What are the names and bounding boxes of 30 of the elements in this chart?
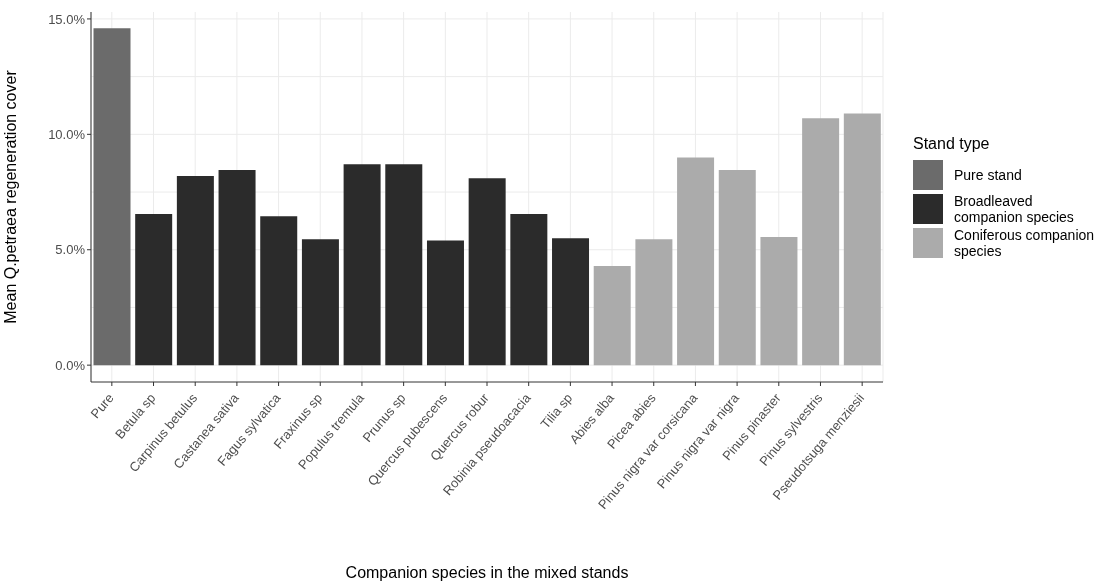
bar (218, 170, 256, 366)
x-axis-title: Companion species in the mixed stands (345, 564, 629, 581)
bar (301, 239, 339, 366)
bar (843, 113, 881, 366)
bar (593, 265, 631, 366)
x-tick-label: Tilia sp (537, 390, 576, 432)
bar (677, 157, 715, 366)
y-tick-label: 15.0% (48, 11, 86, 27)
bar (260, 216, 298, 366)
bar (426, 240, 464, 366)
y-tick-label: 0.0% (55, 357, 86, 373)
bar (802, 118, 840, 366)
bar (718, 170, 756, 366)
y-tick-label: 5.0% (55, 242, 86, 258)
bar (510, 213, 548, 366)
legend-title: Stand type (913, 135, 991, 153)
bar (176, 175, 214, 366)
bar (760, 237, 798, 366)
bar (385, 164, 423, 366)
y-axis-title: Mean Q.petraea regeneration cover (1, 69, 19, 324)
bar (343, 164, 381, 366)
legend-label: Pure stand (954, 167, 1023, 183)
legend-label: Broadleaved companion species (954, 193, 1075, 225)
bar (635, 239, 673, 366)
bar (135, 213, 173, 366)
bar (468, 178, 506, 366)
bar (93, 28, 131, 366)
bar (552, 238, 590, 366)
legend-label: Coniferous companion species (954, 227, 1096, 259)
y-tick-label: 10.0% (48, 126, 86, 142)
